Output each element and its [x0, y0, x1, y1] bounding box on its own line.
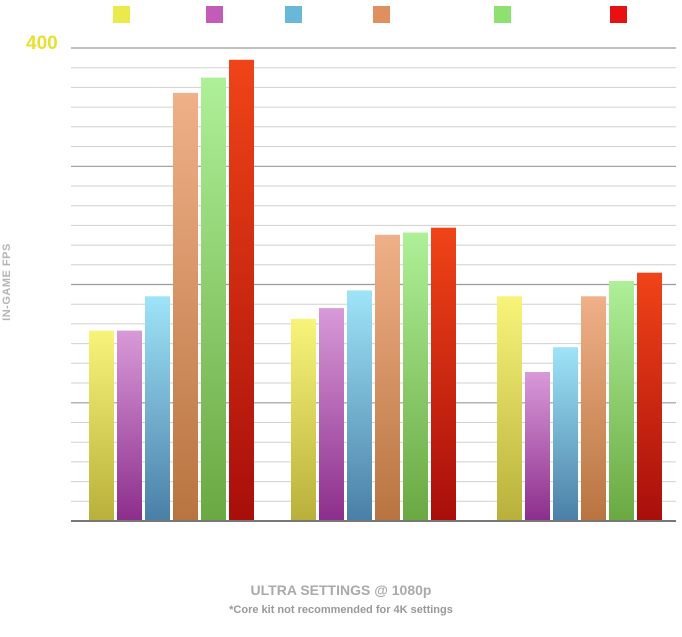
bar-group2-series3	[347, 290, 372, 521]
bar-group3-series6	[637, 272, 662, 521]
bars	[89, 59, 662, 522]
bar-group2-series4	[375, 234, 400, 522]
bar-group3-series1	[497, 296, 522, 521]
bar-group3-series2	[525, 372, 550, 521]
bar-group3-series4	[581, 296, 606, 521]
bar-group3-series3	[553, 347, 578, 521]
bar-group2-series5	[403, 232, 428, 521]
y-axis-label: IN-GAME FPS	[1, 243, 13, 321]
legend-swatch-2	[206, 6, 223, 23]
footnote: *Core kit not recommended for 4K setting…	[229, 604, 453, 616]
legend-swatch-3	[285, 6, 302, 23]
legend-swatch-6	[610, 6, 627, 23]
y-max-tick-label: 400	[26, 33, 58, 54]
x-axis-label: ULTRA SETTINGS @ 1080p	[250, 582, 432, 598]
gridlines	[71, 47, 676, 502]
bar-group1-series4	[173, 92, 198, 522]
bar-group2-series2	[319, 308, 344, 521]
bar-group1-series3	[145, 296, 170, 521]
bar-group2-series6	[431, 227, 456, 521]
legend-swatch-4	[373, 6, 390, 23]
legend-swatch-5	[494, 6, 511, 23]
legend-swatch-1	[113, 6, 130, 23]
bar-group1-series1	[89, 330, 114, 521]
bar-group1-series6	[229, 59, 254, 522]
bar-group2-series1	[291, 318, 316, 521]
bar-group1-series2	[117, 330, 142, 521]
bar-group3-series5	[609, 281, 634, 521]
bar-group1-series5	[201, 77, 226, 521]
